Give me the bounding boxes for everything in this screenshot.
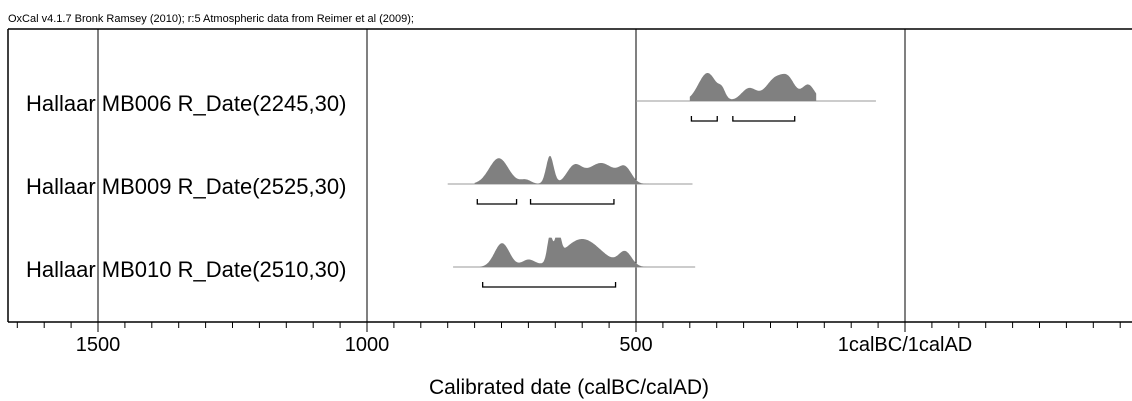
series-1: Hallaar MB006 R_Date(2245,30) [26,73,876,122]
tick-label-1: 1000 [345,334,390,356]
tick-label-0: 1500 [76,334,121,356]
posterior-distribution [474,155,679,184]
posterior-distribution [689,73,817,101]
sample-label: Hallaar MB010 R_Date(2510,30) [26,257,346,282]
plot-frame [7,28,1132,323]
sample-label: Hallaar MB009 R_Date(2525,30) [26,174,346,199]
range-bracket-2 [529,199,615,205]
series-2: Hallaar MB009 R_Date(2525,30) [26,155,693,205]
range-bracket-1 [482,282,617,288]
range-bracket-1 [476,199,518,205]
sample-label: Hallaar MB006 R_Date(2245,30) [26,91,346,116]
tick-label-3: 1calBC/1calAD [838,334,973,356]
tick-label-2: 500 [619,334,652,356]
range-bracket-1 [690,116,718,122]
posterior-distribution [480,237,690,267]
x-axis-title: Calibrated date (calBC/calAD) [429,376,709,399]
vertical-gridlines [97,29,906,322]
oxcal-credit: OxCal v4.1.7 Bronk Ramsey (2010); r:5 At… [8,13,414,25]
x-axis: 1500 1000 500 1calBC/1calAD [16,322,1121,356]
series-3: Hallaar MB010 R_Date(2510,30) [26,237,696,288]
range-bracket-2 [732,116,796,122]
distributions: Hallaar MB006 R_Date(2245,30) Hallaar MB0… [26,73,876,288]
